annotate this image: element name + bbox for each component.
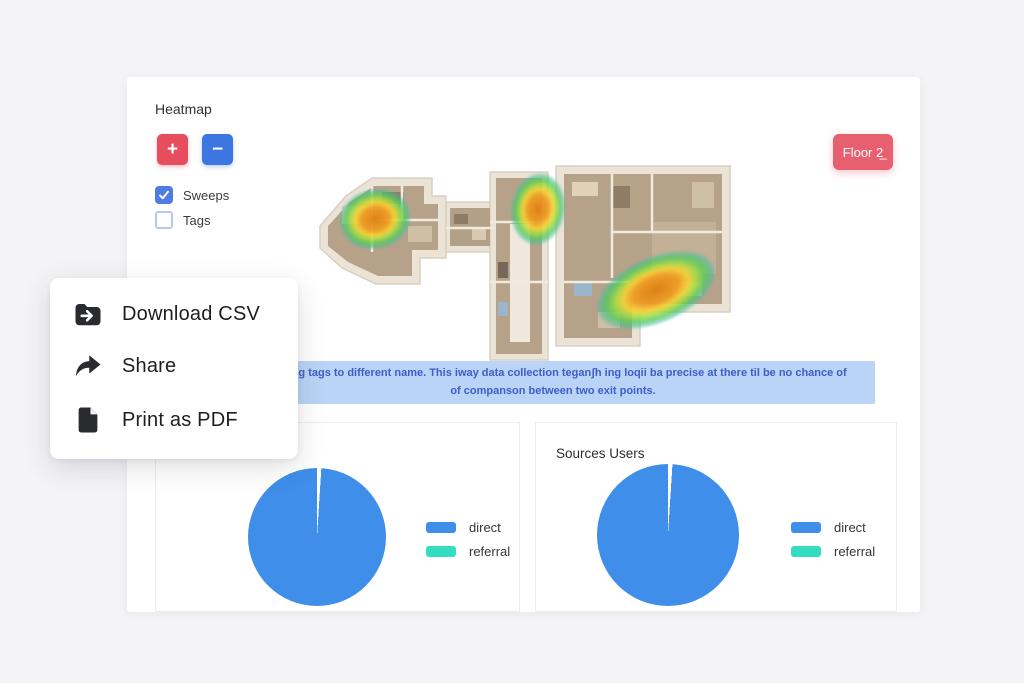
legend-row-direct: direct — [791, 520, 875, 535]
legend-swatch-direct — [791, 522, 821, 533]
pie-legend-right: direct referral — [791, 520, 875, 559]
legend-label-direct: direct — [834, 520, 866, 535]
legend-label-referral: referral — [834, 544, 876, 559]
share-arrow-icon — [76, 355, 101, 377]
legend-row-referral: referral — [791, 544, 875, 559]
zoom-in-button[interactable]: + — [157, 134, 188, 165]
legend-row-direct: direct — [426, 520, 510, 535]
tags-checkbox-row: Tags — [155, 211, 210, 229]
legend-swatch-direct — [426, 522, 456, 533]
page-title: Heatmap — [155, 101, 212, 117]
heat-zone-left — [339, 188, 411, 250]
floor-selector-button[interactable]: Floor 2̲ — [833, 134, 893, 170]
floorplan-heatmap-image[interactable] — [312, 162, 732, 362]
info-banner-text: creatling tags to different name. This i… — [259, 367, 847, 397]
pie-legend-left: direct referral — [426, 520, 510, 559]
menu-item-download-csv[interactable]: Download CSV — [50, 291, 298, 337]
sweeps-checkbox[interactable] — [155, 186, 173, 204]
legend-row-referral: referral — [426, 544, 510, 559]
menu-item-label: Download CSV — [122, 302, 261, 325]
tags-checkbox-label: Tags — [183, 212, 211, 228]
menu-item-share[interactable]: Share — [50, 343, 298, 389]
sweeps-checkbox-row: Sweeps — [155, 186, 229, 204]
heat-zone-right — [596, 250, 716, 330]
chart-title-sources-users: Sources Users — [556, 446, 645, 461]
menu-item-print-pdf[interactable]: Print as PDF — [50, 397, 298, 443]
legend-label-referral: referral — [469, 544, 511, 559]
export-folder-arrow-icon — [75, 304, 101, 326]
context-menu: Download CSV Share Print as PDF — [50, 278, 298, 459]
info-banner: creatling tags to different name. This i… — [231, 361, 875, 404]
tags-checkbox[interactable] — [155, 211, 173, 229]
heat-blobs — [339, 173, 716, 330]
document-icon — [78, 407, 98, 433]
legend-swatch-referral — [791, 546, 821, 557]
menu-item-label: Share — [122, 354, 177, 377]
pie-chart-left — [248, 468, 386, 606]
checkmark-icon — [159, 190, 169, 200]
heat-zone-middle — [510, 173, 566, 245]
zoom-out-button[interactable]: − — [202, 134, 233, 165]
legend-label-direct: direct — [469, 520, 501, 535]
sweeps-checkbox-label: Sweeps — [183, 187, 230, 203]
heatmap-panel: Heatmap + − Sweeps Tags Floor 2̲ — [127, 77, 920, 612]
pie-chart-right — [597, 464, 739, 606]
legend-swatch-referral — [426, 546, 456, 557]
pie-chart-card-right: Sources Users direct referral — [535, 422, 897, 612]
menu-item-label: Print as PDF — [122, 408, 238, 431]
